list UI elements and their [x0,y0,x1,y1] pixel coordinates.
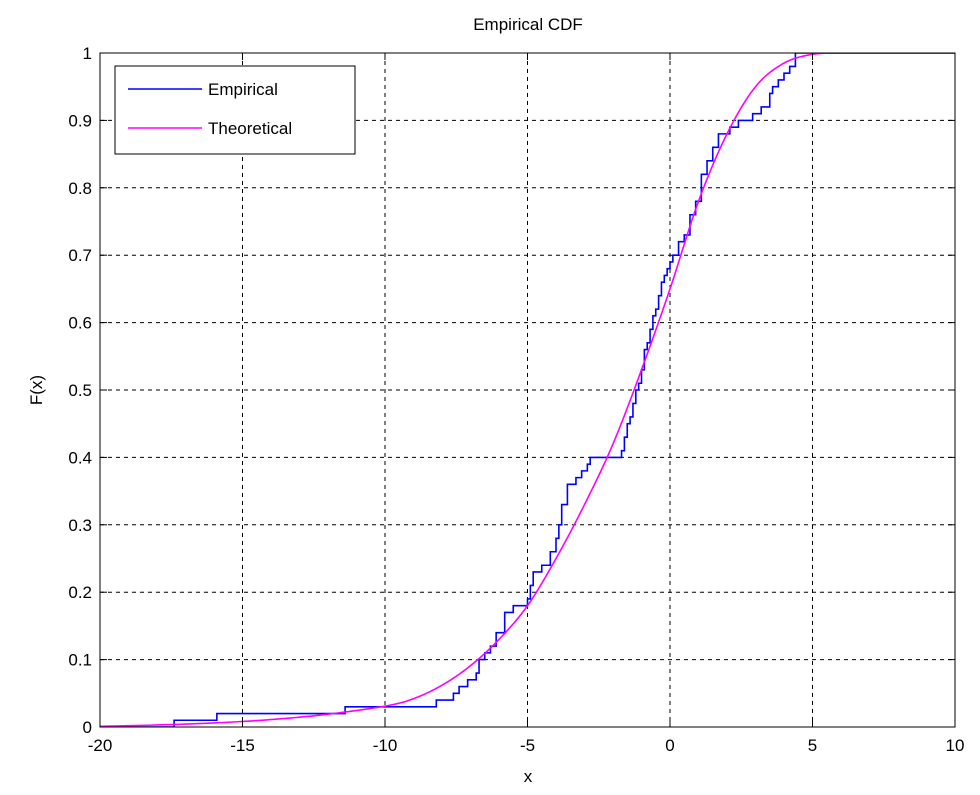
x-axis-label: x [524,767,533,786]
y-tick-label: 0.8 [68,179,92,198]
legend: Empirical Theoretical [114,65,356,155]
x-tick-label: 10 [946,736,965,755]
axis-ticks: -20 -15 -10 -5 0 5 10 0 0.1 0.2 0.3 0.4 0.5 0.6 0.7 0.8… [68,44,964,755]
x-tick-label: -20 [88,736,113,755]
y-tick-label: 0.3 [68,516,92,535]
y-tick-label: 1 [83,44,92,63]
y-tick-label: 0.2 [68,583,92,602]
legend-label-theoretical: Theoretical [208,119,292,138]
y-tick-label: 0.1 [68,651,92,670]
y-tick-label: 0.6 [68,314,92,333]
legend-box [114,65,356,155]
series-line-empirical [100,53,955,727]
y-tick-label: 0 [83,718,92,737]
y-tick-label: 0.9 [68,111,92,130]
y-tick-label: 0.4 [68,448,92,467]
y-tick-label: 0.5 [68,381,92,400]
legend-label-empirical: Empirical [208,80,278,99]
chart-title: Empirical CDF [473,15,583,34]
x-tick-label: -10 [373,736,398,755]
y-tick-label: 0.7 [68,246,92,265]
x-tick-label: -15 [230,736,255,755]
grid-lines [100,53,955,727]
x-tick-label: -5 [520,736,535,755]
y-axis-label: F(x) [27,375,46,405]
x-tick-label: 0 [665,736,674,755]
x-tick-label: 5 [808,736,817,755]
